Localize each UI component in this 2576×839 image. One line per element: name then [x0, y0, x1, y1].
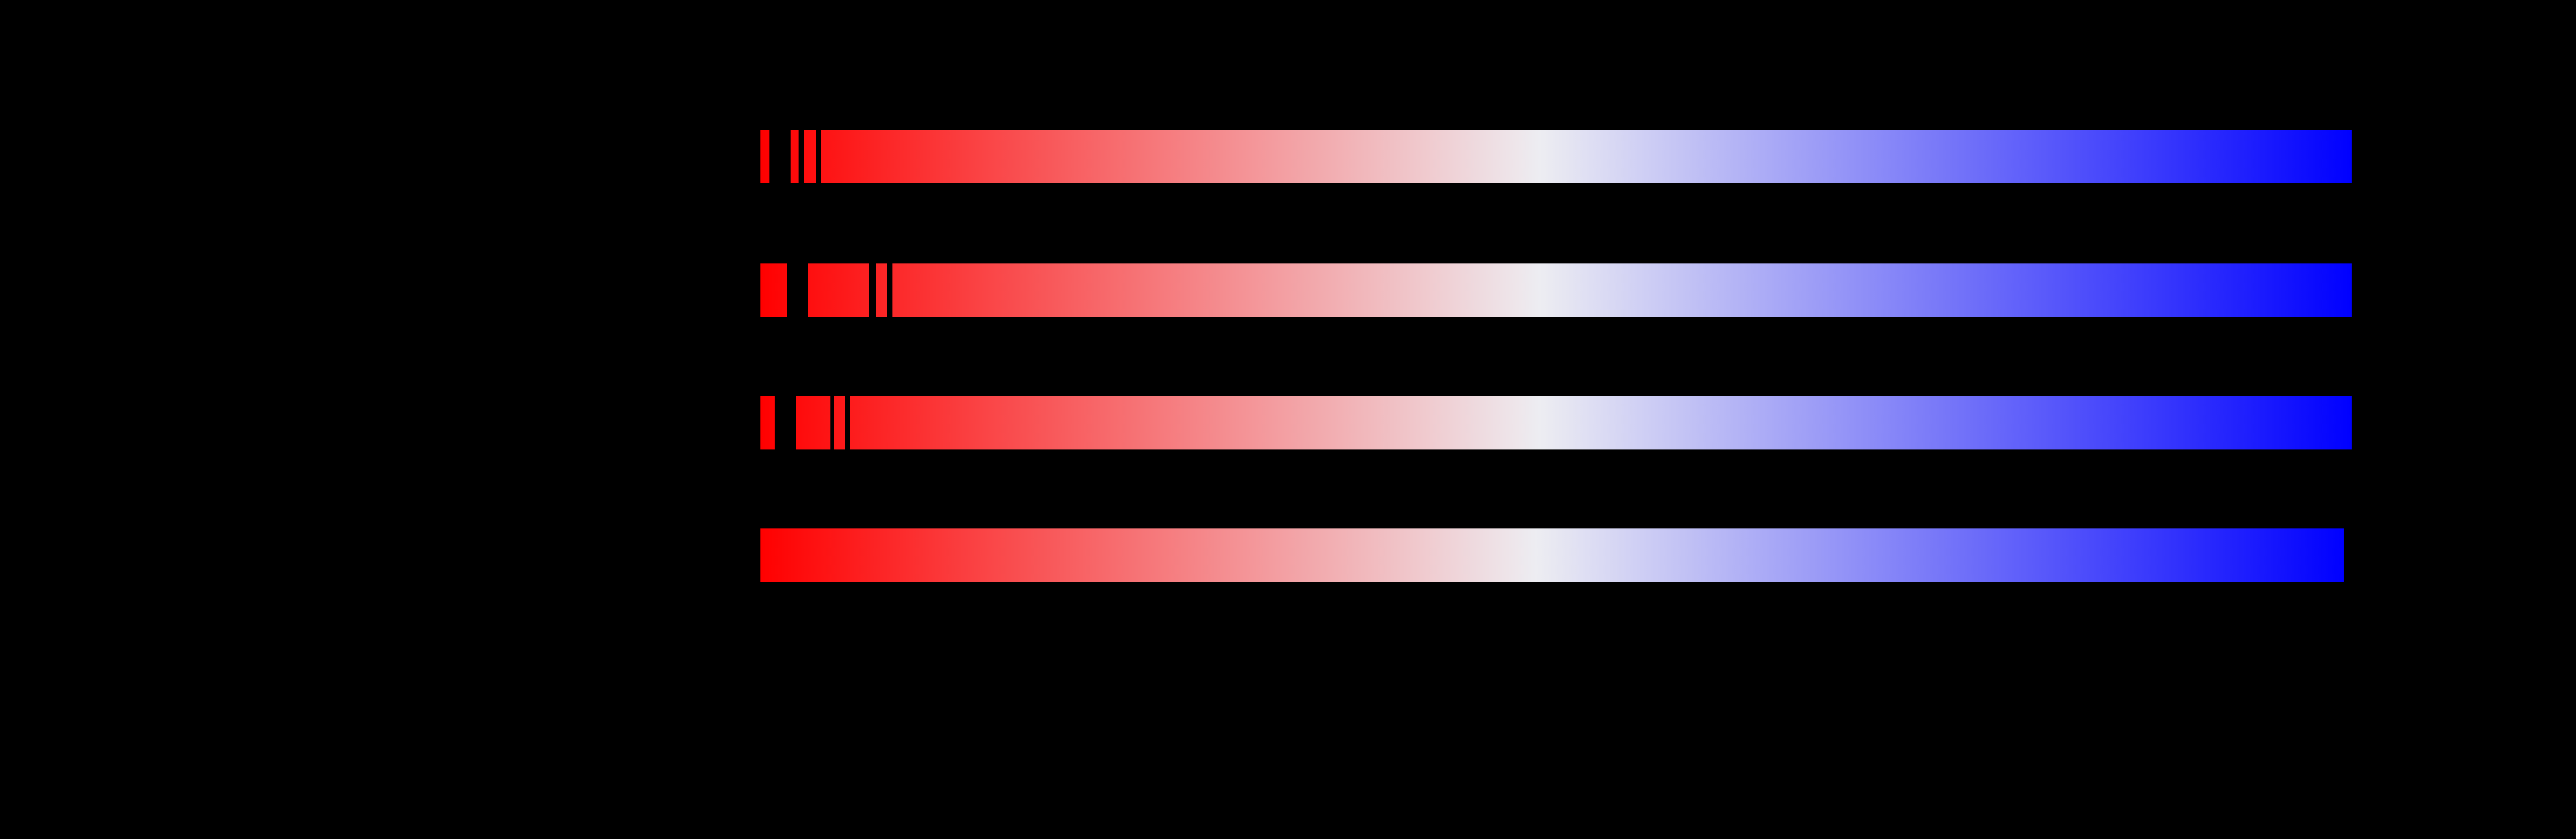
colorbar-segment-3-3: [834, 396, 845, 449]
colorbar-segment-3-2: [796, 396, 830, 449]
colorbar-strip-1: [760, 130, 2352, 183]
colorbar-gradient-fill: [760, 263, 787, 317]
colorbar-strip-3: [760, 396, 2352, 449]
colorbar-gradient-fill: [796, 396, 830, 449]
colorbar-gradient-fill: [760, 130, 769, 183]
colorbar-gradient-fill: [834, 396, 845, 449]
colorbar-segment-1-2: [791, 130, 799, 183]
colorbar-gradient-fill: [876, 263, 887, 317]
colorbar-segment-1-3: [804, 130, 816, 183]
colorbar-segment-3-4: [850, 396, 2352, 449]
colorbar-strip-4: [760, 528, 2344, 582]
colorbar-gradient-fill: [892, 263, 2352, 317]
colorbar-segment-3-1: [760, 396, 775, 449]
colorbar-strip-2: [760, 263, 2352, 317]
colorbar-gradient-fill: [804, 130, 816, 183]
colorbar-segment-1-1: [760, 130, 769, 183]
colorbar-gradient-fill: [760, 528, 2344, 582]
colorbar-segment-4-1: [760, 528, 2344, 582]
colorbar-segment-1-4: [821, 130, 2352, 183]
colorbar-segment-2-3: [876, 263, 887, 317]
colorbar-gradient-fill: [791, 130, 799, 183]
colorbar-segment-2-2: [808, 263, 869, 317]
colorbar-gradient-fill: [760, 396, 775, 449]
colorbar-gradient-fill: [821, 130, 2352, 183]
colorbar-gradient-fill: [850, 396, 2352, 449]
colorbar-gradient-fill: [808, 263, 869, 317]
colorbar-segment-2-1: [760, 263, 787, 317]
colorbar-segment-2-4: [892, 263, 2352, 317]
